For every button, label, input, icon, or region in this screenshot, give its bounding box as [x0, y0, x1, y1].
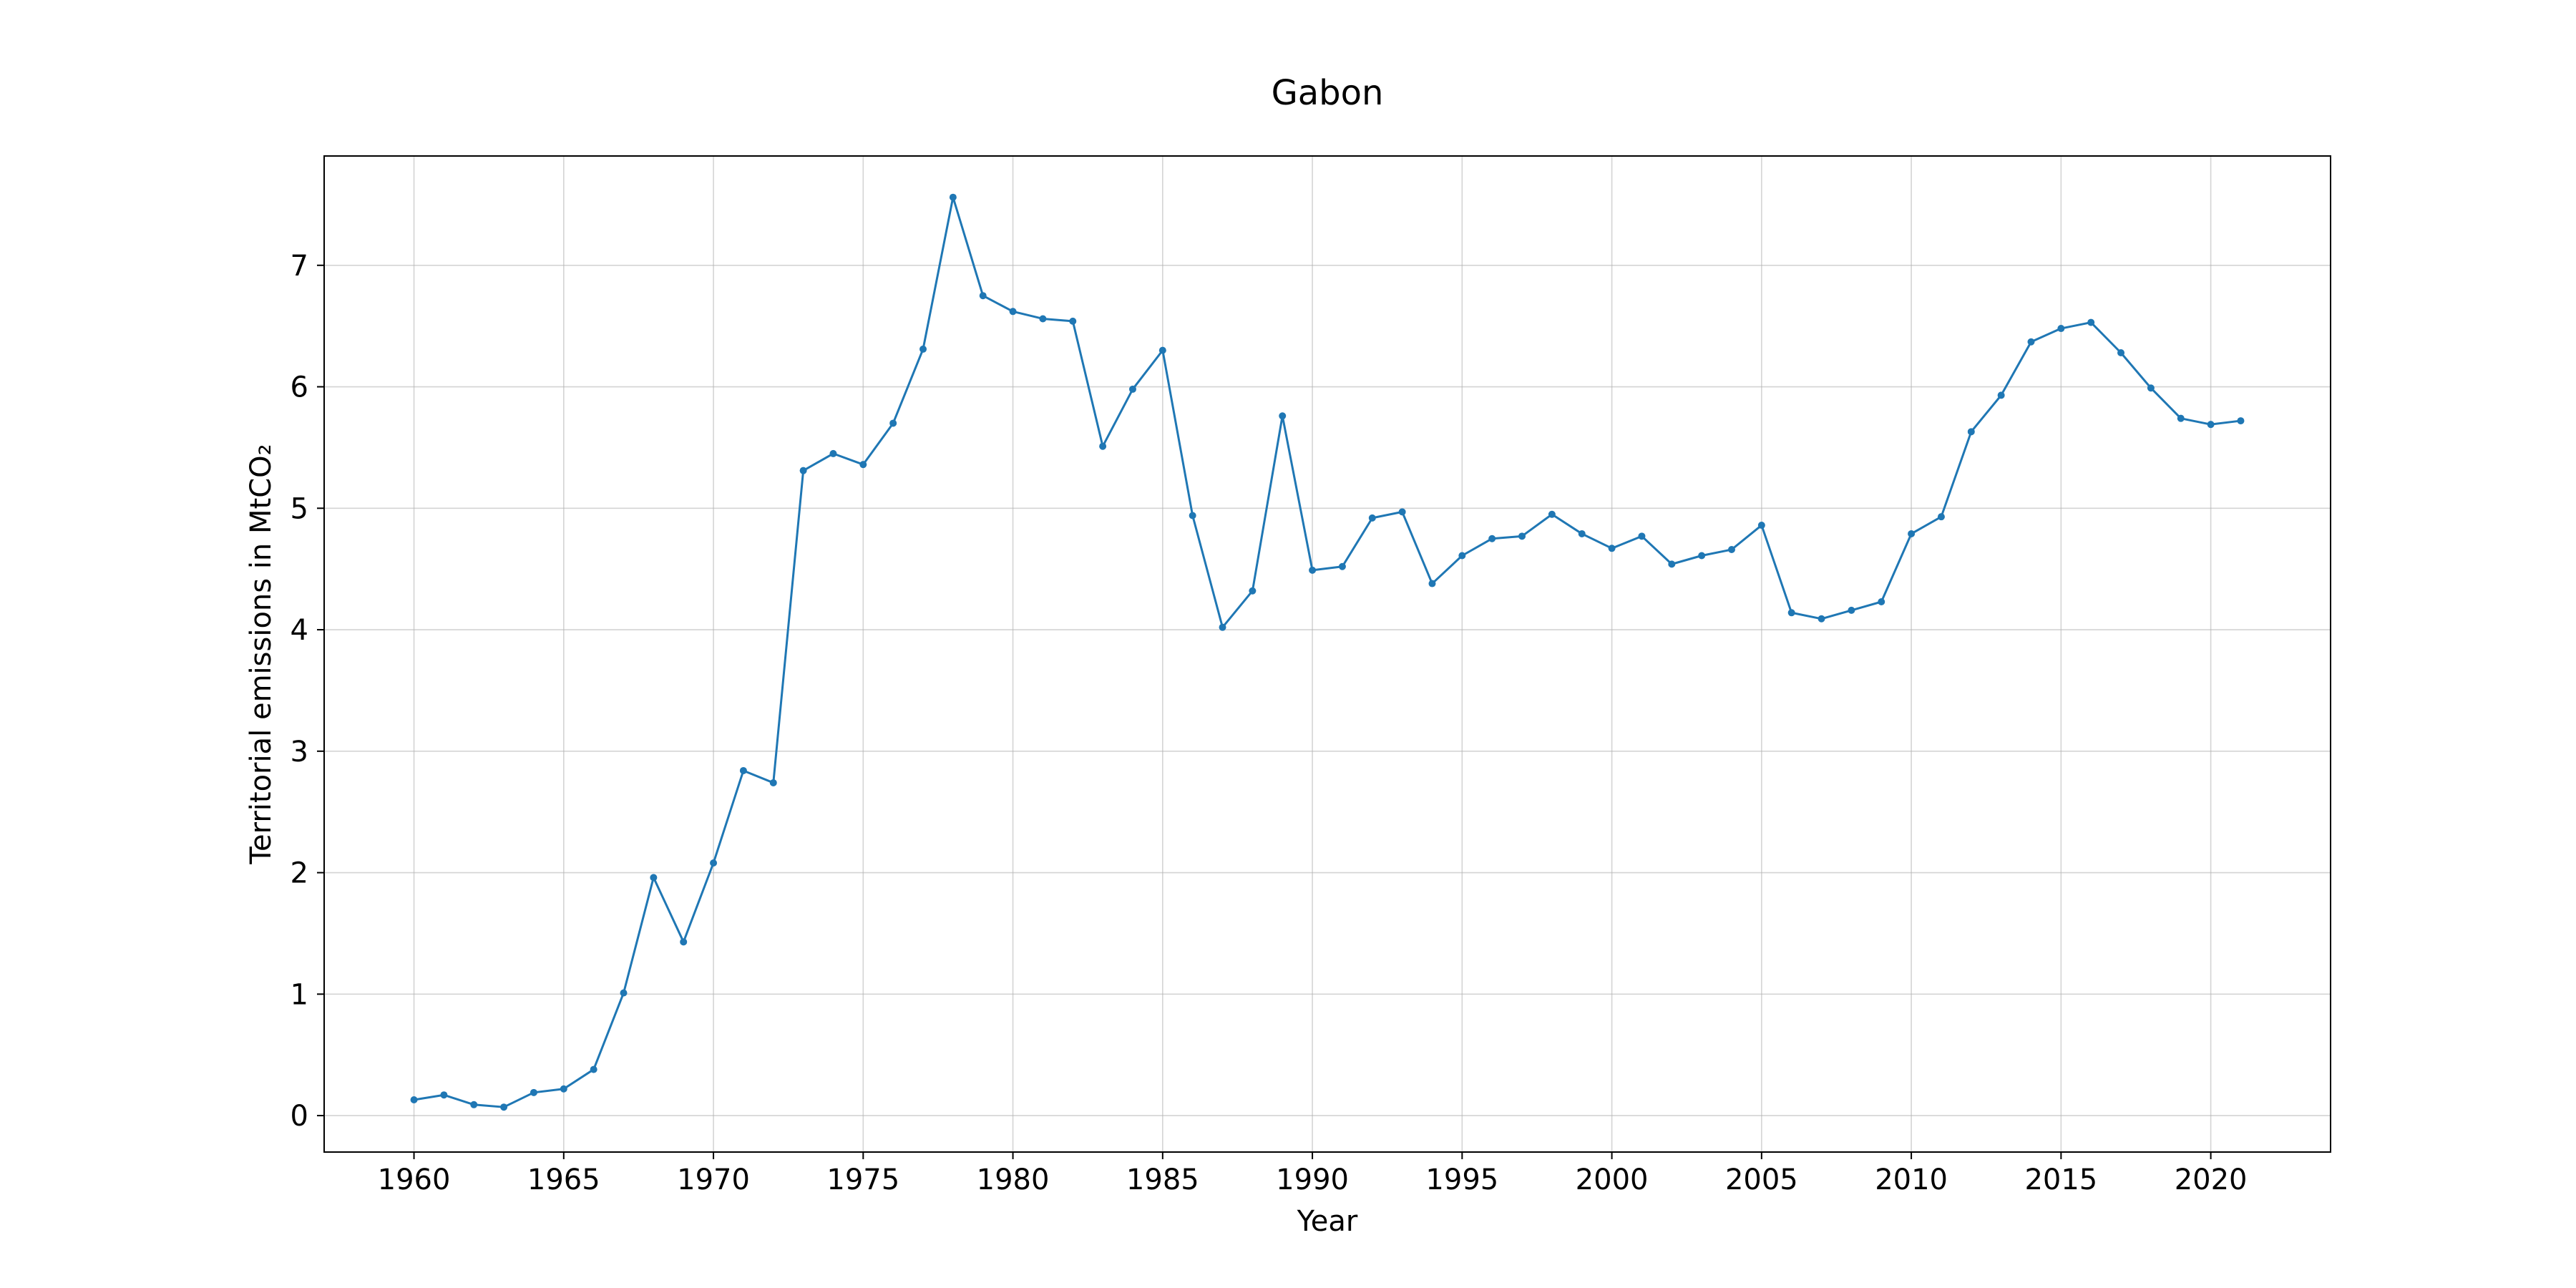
x-tick-label: 2015	[2024, 1163, 2097, 1196]
data-point	[1698, 552, 1706, 560]
data-point	[560, 1085, 567, 1093]
data-point	[1368, 514, 1376, 522]
data-point	[1818, 615, 1825, 623]
data-point	[1338, 562, 1346, 570]
data-point	[919, 345, 927, 353]
data-point	[2237, 417, 2245, 425]
data-point	[1249, 587, 1257, 595]
data-point	[1069, 317, 1077, 325]
data-point	[1757, 522, 1765, 530]
data-point	[979, 292, 987, 300]
data-point	[2087, 318, 2095, 326]
data-point	[769, 779, 777, 786]
data-point	[1428, 580, 1436, 587]
data-point	[1787, 609, 1795, 617]
grid	[324, 156, 2331, 1152]
chart-title: Gabon	[1272, 73, 1384, 113]
data-point	[799, 467, 807, 474]
data-point	[1548, 510, 1556, 518]
data-point	[1458, 552, 1466, 560]
data-point	[1039, 315, 1047, 323]
y-tick-label: 7	[291, 250, 308, 283]
data-point	[1158, 346, 1166, 354]
data-point	[500, 1103, 508, 1111]
data-point	[2147, 384, 2155, 392]
x-tick-label: 2020	[2175, 1163, 2248, 1196]
data-point	[410, 1096, 418, 1104]
data-point	[1848, 606, 1855, 614]
data-point	[1878, 598, 1885, 606]
y-tick-label: 3	[291, 736, 308, 769]
data-point	[440, 1091, 448, 1099]
x-tick-label: 1985	[1126, 1163, 1199, 1196]
series-line	[414, 196, 2241, 1108]
y-tick-label: 0	[291, 1100, 308, 1133]
data-point	[710, 859, 718, 867]
data-point	[1128, 385, 1136, 393]
data-point	[620, 989, 628, 997]
y-tick-label: 6	[291, 371, 308, 404]
data-point	[1518, 532, 1526, 540]
data-point	[2177, 414, 2185, 422]
data-point	[829, 449, 837, 457]
data-point	[1309, 566, 1317, 574]
data-point	[1638, 532, 1646, 540]
data-point	[1189, 512, 1196, 519]
x-tick-label: 2010	[1875, 1163, 1948, 1196]
data-point	[1009, 308, 1017, 316]
x-tick-label: 1990	[1276, 1163, 1349, 1196]
y-tick-label: 5	[291, 492, 308, 525]
series-layer	[410, 193, 2245, 1111]
data-point	[470, 1101, 478, 1108]
data-point	[1997, 391, 2005, 399]
data-point	[889, 419, 897, 427]
data-point	[1908, 530, 1916, 537]
data-point	[1279, 412, 1287, 420]
data-point	[1398, 508, 1406, 516]
data-point	[1578, 530, 1586, 537]
data-point	[590, 1065, 597, 1073]
data-point	[680, 938, 688, 946]
x-tick-label: 1980	[977, 1163, 1050, 1196]
y-tick-label: 1	[291, 978, 308, 1011]
axis-ticks: 1960 1965 1970 1975 1980 1985 1990 1995 2000 2005…	[291, 250, 2248, 1196]
x-axis-label: Year	[1297, 1205, 1358, 1238]
data-point	[1937, 513, 1945, 521]
data-point	[2117, 349, 2125, 357]
data-point	[2027, 338, 2035, 346]
y-tick-label: 4	[291, 614, 308, 647]
y-tick-label: 2	[291, 857, 308, 890]
x-tick-label: 1970	[677, 1163, 750, 1196]
data-point	[2207, 421, 2215, 429]
x-tick-label: 1965	[527, 1163, 600, 1196]
data-point	[1099, 442, 1107, 450]
data-point	[949, 193, 957, 201]
data-point	[1727, 546, 1735, 554]
data-point	[859, 461, 867, 469]
x-tick-label: 1995	[1425, 1163, 1498, 1196]
data-point	[1967, 428, 1975, 436]
data-point	[2057, 325, 2065, 333]
data-point	[739, 766, 747, 774]
data-point	[1219, 623, 1226, 631]
data-point	[530, 1088, 537, 1096]
x-tick-label: 1975	[826, 1163, 899, 1196]
data-point	[650, 874, 658, 882]
y-axis-label: Territorial emissions in MtCO₂	[245, 444, 278, 864]
data-point	[1668, 560, 1676, 568]
x-tick-label: 2000	[1576, 1163, 1649, 1196]
data-point	[1488, 535, 1496, 542]
plot-frame	[323, 155, 2331, 1153]
x-tick-label: 2005	[1725, 1163, 1798, 1196]
x-tick-label: 1960	[378, 1163, 451, 1196]
data-point	[1608, 545, 1616, 552]
